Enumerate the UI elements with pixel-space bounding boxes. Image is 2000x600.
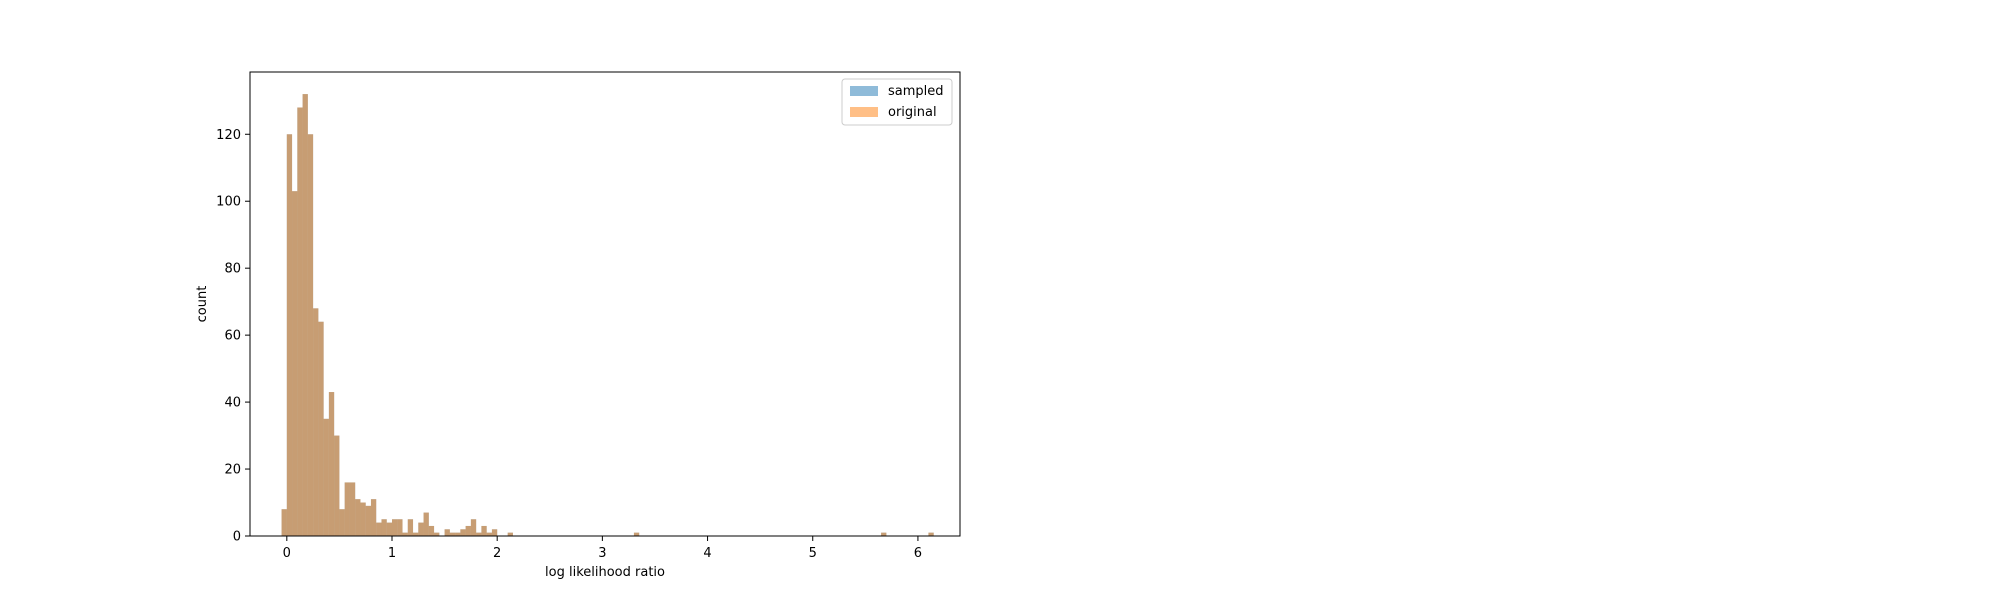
histogram-bar [349, 482, 356, 536]
histogram-bar [370, 499, 377, 536]
histogram-bar [307, 134, 314, 536]
histogram-bar [465, 525, 471, 536]
series-sampled [281, 94, 934, 537]
x-tick-label: 3 [598, 546, 606, 561]
histogram-bar [392, 519, 398, 536]
histogram-bar [413, 532, 419, 536]
y-tick-label: 120 [216, 128, 241, 143]
legend-swatch-original [850, 107, 878, 117]
histogram-bar [455, 532, 461, 536]
histogram-bar [313, 308, 319, 536]
histogram-bar [428, 525, 435, 536]
histogram-bar [323, 418, 329, 536]
histogram-bar [407, 519, 414, 536]
plot-frame [249, 71, 961, 537]
histogram-bar [507, 532, 513, 536]
histogram-bar [402, 532, 408, 536]
histogram-bar [444, 529, 450, 536]
histogram-bar [318, 321, 324, 536]
y-tick-label: 20 [224, 463, 241, 478]
histogram-bar [302, 94, 308, 536]
histogram-bar [397, 519, 403, 536]
histogram-bar [486, 532, 492, 536]
histogram-bar [460, 529, 466, 536]
x-tick-label: 6 [914, 546, 922, 561]
histogram-bar [418, 522, 424, 536]
histogram-bar [292, 191, 298, 536]
x-tick-label: 0 [283, 546, 291, 561]
histogram-bar [633, 532, 640, 536]
histogram-bar [365, 505, 371, 536]
histogram-bar [360, 502, 366, 536]
legend-label-original: original [888, 105, 937, 120]
legend: sampled original [841, 78, 953, 126]
x-tick-label: 4 [703, 546, 711, 561]
histogram-bar [376, 522, 382, 536]
histogram-bar [381, 519, 387, 536]
legend-label-sampled: sampled [888, 84, 944, 99]
histogram-bar [339, 509, 345, 536]
histogram-bar [344, 482, 350, 536]
histogram-bar [928, 532, 934, 536]
histogram-bar [470, 519, 477, 536]
histogram-bar [449, 532, 456, 536]
histogram-bar [355, 499, 361, 536]
histogram-bar [881, 532, 887, 536]
histogram-bar [481, 525, 487, 536]
histogram-bar [491, 529, 498, 536]
histogram-bar [328, 392, 335, 536]
y-tick-label: 80 [224, 262, 241, 277]
histogram-bar [423, 512, 429, 536]
histogram-bar [297, 107, 303, 537]
histogram-bar [286, 134, 293, 536]
y-axis-label: count [195, 286, 210, 323]
legend-swatch-sampled [850, 86, 878, 96]
y-tick-label: 100 [216, 195, 241, 210]
x-tick-label: 2 [493, 546, 501, 561]
x-axis: 0 1 2 3 4 5 6 [283, 536, 922, 561]
histogram-bar [386, 522, 392, 536]
histogram-bar [434, 532, 440, 536]
y-tick-label: 0 [233, 530, 241, 545]
y-tick-label: 40 [224, 396, 241, 411]
x-axis-label: log likelihood ratio [545, 565, 665, 580]
histogram-bar [281, 509, 287, 536]
y-tick-label: 60 [224, 329, 241, 344]
y-axis: 0 20 40 60 80 100 120 [216, 128, 250, 545]
x-tick-label: 1 [388, 546, 396, 561]
histogram-bars [281, 94, 934, 537]
histogram-bar [334, 435, 340, 536]
series-original [281, 94, 934, 537]
x-tick-label: 5 [809, 546, 817, 561]
histogram-bar [476, 532, 482, 536]
